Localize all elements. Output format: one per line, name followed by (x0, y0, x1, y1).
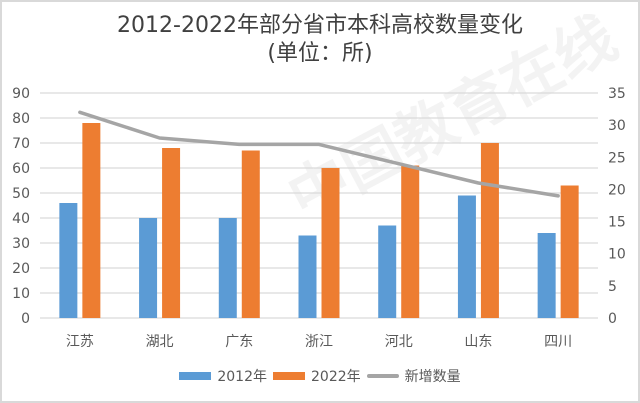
left-axis: 0 10 20 30 40 50 60 70 80 90 (12, 86, 30, 327)
legend-item-new: 新增数量 (366, 366, 461, 386)
legend-swatch-line (366, 374, 399, 378)
right-tick-label: 25 (608, 150, 626, 166)
bar (59, 203, 78, 318)
category-label: 山东 (464, 334, 492, 350)
bar (218, 218, 237, 318)
category-label: 湖北 (146, 334, 174, 350)
bar-series (59, 123, 579, 318)
legend-label-2022: 2022年 (311, 369, 361, 385)
chart-subtitle: (单位：所) (267, 41, 373, 66)
category-label: 浙江 (305, 334, 333, 350)
category-label: 江苏 (66, 334, 94, 350)
legend-item-2022: 2022年 (273, 366, 361, 386)
category-label: 广东 (225, 334, 253, 350)
bar (162, 148, 181, 318)
left-tick-label: 70 (12, 136, 30, 152)
left-tick-label: 10 (12, 286, 30, 302)
legend-label-new: 新增数量 (404, 369, 461, 385)
legend-swatch-blue (179, 372, 212, 380)
bar (139, 218, 158, 318)
bar (537, 233, 556, 318)
trend-line (78, 110, 560, 198)
gridlines (40, 92, 598, 319)
bar (241, 150, 260, 318)
bar (321, 168, 340, 318)
bar (457, 195, 476, 318)
category-label: 河北 (385, 334, 413, 350)
right-axis: 0 5 10 15 20 25 30 35 (608, 86, 626, 327)
bar (401, 165, 420, 318)
legend-label-2012: 2012年 (217, 369, 267, 385)
chart-title: 2012-2022年部分省市本科高校数量变化 (单位：所) (0, 12, 640, 68)
chart-title-line1: 2012-2022年部分省市本科高校数量变化 (117, 13, 523, 38)
left-tick-label: 0 (21, 311, 30, 327)
left-tick-label: 50 (12, 186, 30, 202)
bar (298, 235, 317, 318)
bar (82, 123, 101, 318)
left-tick-label: 90 (12, 86, 30, 102)
legend-swatch-orange (273, 372, 305, 380)
right-tick-label: 5 (608, 279, 617, 295)
bar (560, 185, 579, 318)
left-tick-label: 30 (12, 236, 30, 252)
right-tick-label: 10 (608, 247, 626, 263)
bar (378, 225, 397, 318)
left-tick-label: 20 (12, 261, 30, 277)
left-tick-label: 40 (12, 211, 30, 227)
right-tick-label: 35 (608, 86, 626, 102)
right-tick-label: 20 (608, 182, 626, 198)
right-tick-label: 30 (608, 118, 626, 134)
left-tick-label: 80 (12, 111, 30, 127)
category-label: 四川 (544, 334, 572, 350)
right-tick-label: 15 (608, 215, 626, 231)
line-series (78, 110, 560, 198)
left-tick-label: 60 (12, 161, 30, 177)
right-tick-label: 0 (608, 311, 617, 327)
legend: 2012年 2022年 新增数量 (0, 366, 640, 386)
category-axis: 江苏 湖北 广东 浙江 河北 山东 四川 (66, 334, 572, 350)
bar (480, 143, 499, 318)
legend-item-2012: 2012年 (179, 366, 267, 386)
